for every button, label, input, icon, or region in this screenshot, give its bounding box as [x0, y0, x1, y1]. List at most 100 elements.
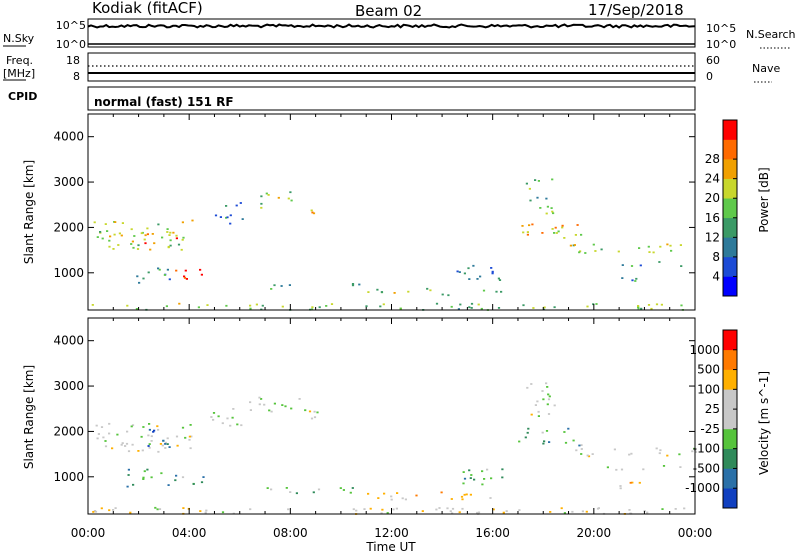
range-time-cell: [116, 433, 119, 436]
range-time-cell: [308, 410, 312, 413]
range-time-cell: [628, 509, 631, 511]
range-time-cell: [440, 491, 443, 494]
range-time-cell: [241, 218, 244, 220]
range-time-cell: [531, 223, 534, 226]
range-tick-label: 2000: [53, 424, 84, 438]
range-time-cell: [469, 493, 472, 496]
range-time-cell: [133, 235, 136, 237]
range-time-cell: [188, 435, 191, 438]
range-time-cell: [130, 228, 133, 231]
range-time-cell: [551, 210, 554, 213]
range-time-cell: [182, 507, 185, 509]
range-time-cell: [147, 445, 150, 447]
velocity-heatmap-cells: [92, 382, 698, 515]
range-time-cell: [587, 455, 591, 458]
range-time-cell: [461, 507, 464, 510]
range-time-cell: [200, 481, 204, 484]
range-time-cell: [166, 231, 169, 233]
range-time-cell: [595, 303, 598, 305]
range-time-cell: [188, 438, 191, 441]
range-time-cell: [249, 508, 252, 511]
range-time-cell: [575, 449, 578, 452]
range-time-cell: [330, 303, 334, 305]
range-time-cell: [579, 250, 582, 253]
nsearch-label: N.Search: [746, 28, 796, 41]
range-time-cell: [470, 474, 473, 476]
range-time-cell: [102, 436, 105, 439]
range-time-cell: [530, 383, 533, 385]
range-time-cell: [310, 417, 314, 420]
colorbar-tick-label: 12: [705, 230, 720, 244]
range-time-cell: [467, 267, 470, 270]
cpid-label: CPID: [8, 90, 37, 103]
range-time-cell: [204, 511, 207, 514]
range-time-cell: [460, 495, 464, 498]
range-time-cell: [181, 426, 185, 429]
range-time-cell: [172, 231, 175, 234]
range-time-cell: [289, 191, 292, 194]
range-time-cell: [457, 308, 460, 310]
range-time-cell: [396, 492, 399, 494]
range-time-cell: [450, 305, 453, 308]
range-time-cell: [118, 232, 121, 235]
colorbar-tick-label: 25: [705, 402, 720, 416]
range-time-cell: [189, 424, 192, 426]
range-time-cell: [121, 442, 124, 444]
range-time-cell: [132, 246, 135, 249]
range-time-cell: [541, 390, 544, 392]
range-time-cell: [130, 425, 133, 428]
range-time-cell: [554, 226, 557, 229]
range-time-cell: [144, 234, 147, 237]
range-time-cell: [167, 484, 170, 486]
range-time-cell: [365, 305, 368, 308]
range-time-cell: [553, 404, 556, 407]
range-time-cell: [226, 417, 229, 420]
range-time-cell: [166, 228, 169, 230]
range-time-cell: [270, 288, 273, 290]
power-heatmap-cells: [91, 178, 684, 311]
range-time-cell: [316, 411, 319, 414]
range-time-cell: [390, 495, 393, 498]
range-time-cell: [92, 511, 95, 513]
range-time-cell: [476, 511, 479, 514]
range-time-cell: [150, 476, 153, 479]
range-time-cell: [183, 275, 186, 278]
range-time-cell: [157, 428, 160, 431]
range-time-cell: [255, 303, 258, 306]
range-time-cell: [495, 290, 498, 293]
range-time-cell: [619, 487, 622, 490]
range-time-cell: [311, 306, 314, 309]
range-time-cell: [640, 307, 643, 310]
range-time-cell: [526, 231, 529, 233]
range-time-cell: [210, 416, 213, 418]
nsky-panel: [87, 18, 696, 48]
range-time-cell: [280, 285, 283, 287]
range-time-cell: [522, 231, 525, 234]
range-time-cell: [530, 413, 533, 416]
range-time-cell: [273, 402, 276, 405]
range-time-cell: [313, 410, 316, 413]
range-time-cell: [476, 278, 479, 280]
range-time-cell: [581, 510, 584, 513]
range-time-cell: [369, 507, 372, 510]
range-tick-label: 4000: [53, 130, 84, 144]
range-time-cell: [148, 423, 151, 425]
range-time-cell: [149, 248, 152, 251]
range-time-cell: [148, 443, 151, 445]
range-time-cell: [135, 308, 138, 310]
range-time-cell: [130, 243, 133, 245]
range-time-cell: [142, 277, 145, 280]
range-time-cell: [381, 508, 384, 511]
range-time-cell: [304, 409, 307, 412]
range-time-cell: [157, 450, 160, 453]
range-time-cell: [606, 466, 609, 469]
range-time-cell: [561, 224, 564, 227]
range-time-cell: [225, 205, 228, 207]
range-time-cell: [158, 268, 161, 271]
station-title: Kodiak (fitACF): [92, 0, 203, 17]
range-time-cell: [226, 216, 229, 219]
range-time-cell: [650, 307, 653, 310]
range-time-cell: [126, 304, 129, 307]
power-panel: 1000 2000 3000 4000: [53, 113, 696, 311]
range-time-cell: [273, 284, 276, 287]
